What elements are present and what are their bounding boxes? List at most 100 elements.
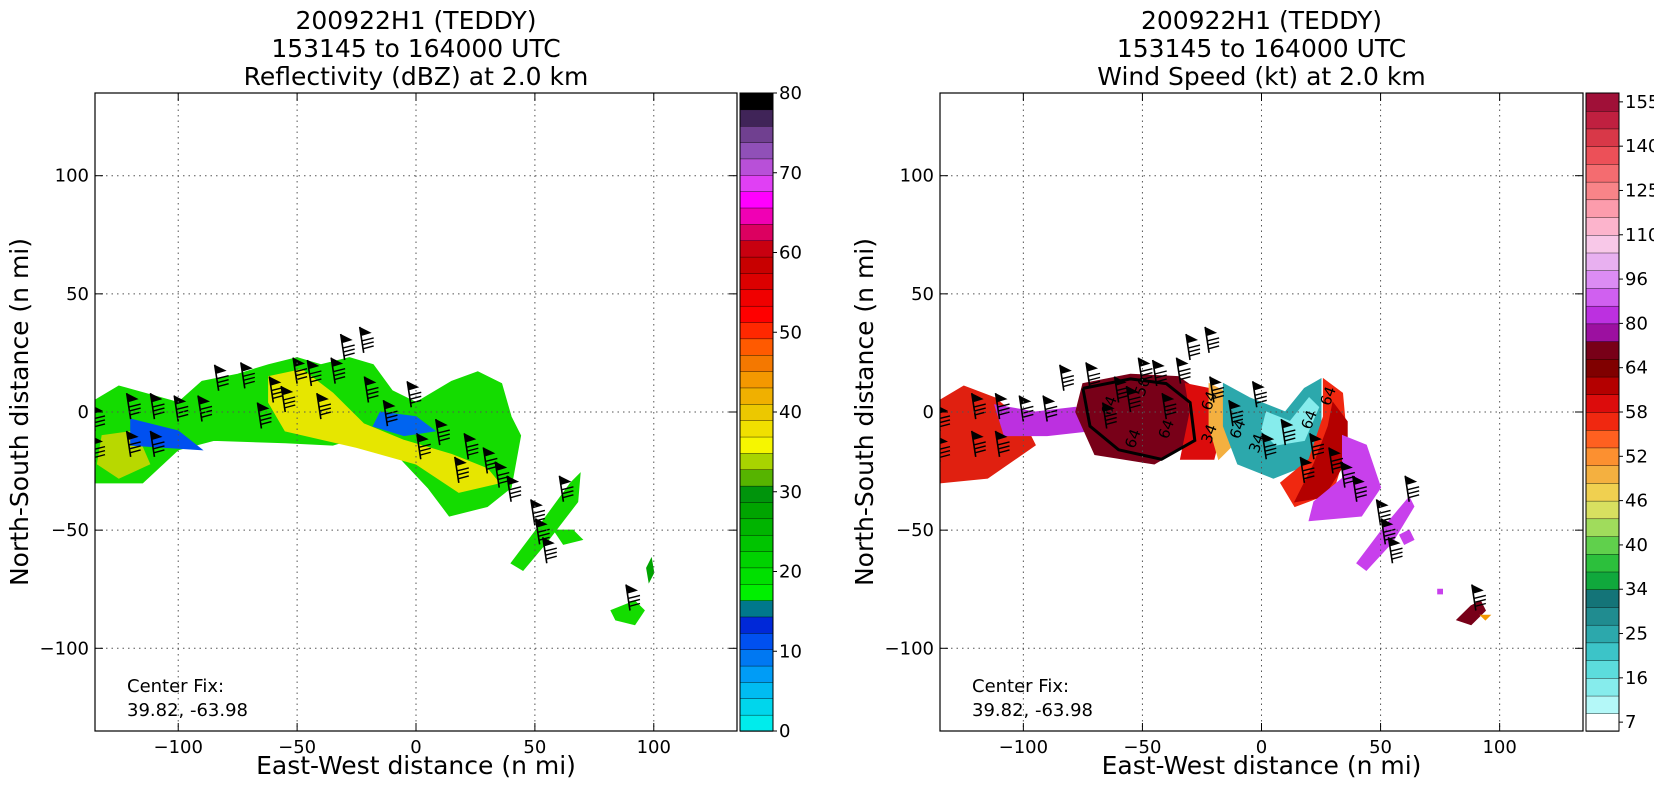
barb-feather — [997, 441, 1010, 446]
colorbar-tick-label: 64 — [1625, 358, 1648, 379]
chart-title-line: 200922H1 (TEDDY) — [295, 6, 536, 35]
barb-feather — [466, 451, 479, 456]
barb-feather — [998, 411, 1010, 416]
wind-barb — [506, 475, 522, 502]
barb-feather — [361, 341, 374, 346]
barb-flag — [1340, 461, 1353, 471]
barb-feather — [1021, 413, 1034, 419]
colorbar-tick-label: 96 — [1625, 269, 1648, 290]
barb-flag — [150, 430, 163, 440]
center-fix-text: 39.82, -63.98 — [972, 700, 1093, 721]
colorbar-cell — [739, 387, 774, 405]
barb-flag — [483, 447, 496, 457]
barb-flag — [364, 376, 377, 386]
colorbar-cell — [739, 419, 774, 438]
barb-feather — [128, 407, 141, 412]
barb-feather — [1128, 396, 1141, 401]
barb-flag — [1114, 376, 1127, 386]
barb-feather — [940, 415, 951, 420]
barb-feather — [456, 467, 469, 472]
barb-feather — [1231, 414, 1244, 419]
colorbar-cell — [1585, 606, 1620, 626]
colorbar-tick-label: 30 — [779, 482, 802, 503]
barb-flag — [1300, 456, 1313, 466]
barb-flag — [1176, 357, 1189, 367]
barb-feather — [1212, 394, 1225, 400]
wind-barb — [363, 376, 379, 403]
barb-flag — [126, 393, 139, 403]
barb-feather — [561, 486, 574, 491]
barb-feather — [940, 445, 951, 450]
center-fix-text: Center Fix: — [972, 676, 1069, 697]
barb-feather — [1164, 411, 1177, 416]
contour-label: 50 — [1131, 375, 1154, 399]
colorbar-cell — [739, 174, 774, 192]
wind-barb — [558, 475, 574, 502]
barb-feather — [1154, 370, 1167, 375]
wind-barb — [1101, 402, 1117, 429]
barb-feather — [1104, 416, 1117, 422]
barb-feather — [1188, 348, 1201, 353]
barb-feather — [176, 413, 189, 419]
wind-barb — [292, 357, 308, 384]
barb-feather — [562, 494, 574, 499]
barb-flag — [1152, 360, 1165, 370]
colorbar-tick-label: 20 — [779, 562, 802, 583]
colorbar-cell — [739, 485, 774, 503]
wind-barb — [1209, 376, 1225, 403]
region-east-purple — [1308, 434, 1382, 522]
y-tick-label: −100 — [40, 638, 89, 659]
barb-feather — [1302, 471, 1315, 476]
colorbar-cell — [1585, 535, 1620, 555]
barb-feather — [940, 423, 951, 428]
barb-feather — [259, 412, 272, 418]
barb-feather — [1473, 594, 1487, 600]
colorbar-cell — [739, 403, 774, 421]
colorbar-tick-label: 70 — [779, 163, 802, 184]
barb-feather — [333, 375, 346, 381]
colorbar-cell — [739, 125, 774, 143]
barb-feather — [95, 453, 106, 459]
barb-feather — [1141, 375, 1153, 381]
barb-feather — [1311, 443, 1325, 448]
colorbar-cell — [1585, 270, 1620, 289]
barb-feather — [199, 405, 213, 411]
barb-feather — [998, 449, 1010, 454]
colorbar-cell — [739, 240, 774, 258]
barb-feather — [628, 598, 641, 604]
colorbar-tick-label: 46 — [1625, 491, 1648, 512]
barb-feather — [457, 471, 469, 476]
barb-flag — [995, 430, 1008, 440]
wind-barb — [125, 430, 141, 458]
barb-flag — [1126, 386, 1139, 395]
colorbar-cell — [1585, 500, 1620, 520]
barb-flag — [359, 326, 372, 336]
region-outer-cell-2 — [1455, 600, 1487, 626]
x-tick-label: −100 — [999, 737, 1048, 758]
barb-feather — [1264, 443, 1277, 448]
y-tick-label: 0 — [923, 402, 934, 423]
barb-feather — [974, 449, 986, 454]
barb-feather — [152, 407, 165, 412]
barb-flag — [495, 461, 508, 471]
barb-feather — [1178, 367, 1191, 373]
barb-feather — [309, 370, 322, 375]
barb-feather — [1312, 451, 1325, 456]
colorbar-cell — [1585, 199, 1620, 218]
barb-feather — [1378, 509, 1391, 515]
barb-feather — [153, 411, 165, 416]
barb-feather — [1179, 375, 1191, 381]
barb-feather — [532, 509, 546, 515]
barb-feather — [385, 410, 398, 415]
wind-barb — [1185, 333, 1201, 361]
wind-barb — [1137, 357, 1153, 384]
colorbar-cell — [739, 436, 774, 454]
colorbar-cell — [1585, 163, 1620, 183]
barb-flag — [1262, 433, 1275, 443]
region-band-core-1 — [268, 368, 501, 493]
wind-barb — [454, 456, 469, 484]
wind-barb — [358, 326, 374, 354]
barb-feather — [438, 433, 450, 438]
y-tick-label: 0 — [78, 402, 89, 423]
